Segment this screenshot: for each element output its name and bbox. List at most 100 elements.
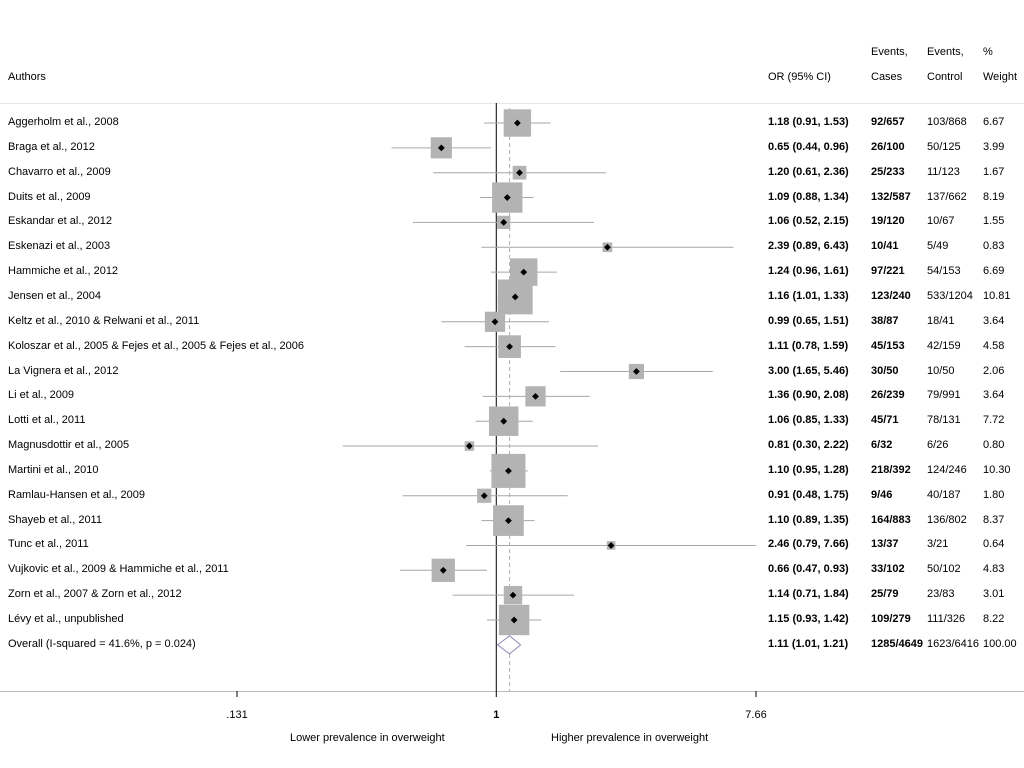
- study-author: Ramlau-Hansen et al., 2009: [8, 488, 145, 501]
- study-weight: 1.67: [983, 165, 1005, 178]
- study-events-cases: 25/233: [871, 165, 905, 178]
- study-weight: 10.30: [983, 463, 1011, 476]
- study-or-ci: 1.18 (0.91, 1.53): [768, 116, 849, 128]
- header-events-control-line2: Control: [927, 71, 963, 83]
- study-events-cases: 218/392: [871, 463, 911, 476]
- study-or-ci: 1.09 (0.88, 1.34): [768, 190, 849, 203]
- study-events-control: 111/326: [927, 613, 966, 625]
- study-events-control: 78/131: [927, 414, 961, 427]
- overall-weight: 100.00: [983, 637, 1017, 650]
- study-author: Duits et al., 2009: [8, 190, 91, 203]
- study-events-cases: 33/102: [871, 563, 905, 576]
- study-or-ci: 2.46 (0.79, 7.66): [768, 538, 849, 551]
- study-events-control: 137/662: [927, 190, 967, 203]
- point-estimate: [505, 467, 512, 475]
- study-weight: 4.83: [983, 563, 1005, 576]
- point-estimate: [510, 616, 518, 624]
- study-events-control: 103/868: [927, 116, 967, 128]
- study-author: Jensen et al., 2004: [8, 289, 101, 302]
- study-author: Lévy et al., unpublished: [8, 613, 124, 625]
- study-author: Magnusdottir et al., 2005: [8, 439, 130, 452]
- study-events-cases: 19/120: [871, 215, 905, 228]
- x-tick-label: 1: [493, 709, 500, 721]
- study-events-cases: 26/239: [871, 389, 905, 402]
- study-events-cases: 132/587: [871, 190, 911, 203]
- point-estimate: [465, 442, 473, 450]
- study-events-control: 54/153: [927, 265, 961, 278]
- study-events-cases: 9/46: [871, 488, 893, 501]
- study-weight: 7.72: [983, 414, 1005, 427]
- study-events-control: 11/123: [927, 165, 960, 178]
- point-estimate: [505, 517, 512, 524]
- study-events-control: 40/187: [927, 488, 961, 501]
- study-author: Koloszar et al., 2005 & Fejes et al., 20…: [8, 339, 304, 352]
- study-or-ci: 1.11 (0.78, 1.59): [768, 339, 849, 352]
- point-estimate: [503, 194, 511, 201]
- study-events-cases: 13/37: [871, 538, 899, 551]
- point-estimate: [500, 417, 508, 425]
- study-events-cases: 97/221: [871, 265, 905, 278]
- point-estimate: [437, 144, 445, 152]
- study-weight: 6.69: [983, 265, 1005, 278]
- study-or-ci: 1.24 (0.96, 1.61): [768, 265, 849, 278]
- study-events-control: 50/102: [927, 563, 961, 576]
- study-weight: 8.22: [983, 613, 1005, 625]
- study-weight: 2.06: [983, 364, 1005, 377]
- study-weight: 0.83: [983, 240, 1005, 253]
- study-weight: 3.99: [983, 140, 1005, 153]
- study-weight: 4.58: [983, 339, 1005, 352]
- point-estimate: [516, 169, 523, 177]
- study-author: Vujkovic et al., 2009 & Hammiche et al.,…: [8, 563, 229, 576]
- header-authors: Authors: [8, 71, 46, 83]
- study-or-ci: 1.20 (0.61, 2.36): [768, 165, 849, 178]
- point-estimate: [439, 566, 447, 574]
- study-author: Aggerholm et al., 2008: [8, 116, 119, 128]
- study-or-ci: 2.39 (0.89, 6.43): [768, 240, 849, 253]
- xlabel-right: Higher prevalence in overweight: [551, 732, 709, 744]
- point-estimate: [480, 492, 488, 500]
- study-events-control: 10/50: [927, 364, 955, 377]
- study-author: Hammiche et al., 2012: [8, 265, 119, 278]
- study-author: La Vignera et al., 2012: [8, 364, 119, 377]
- study-events-cases: 25/79: [871, 588, 899, 601]
- study-weight: 3.64: [983, 389, 1005, 402]
- study-weight: 10.81: [983, 289, 1011, 302]
- study-or-ci: 1.10 (0.95, 1.28): [768, 463, 849, 476]
- study-or-ci: 1.10 (0.89, 1.35): [768, 513, 849, 526]
- study-weight: 6.67: [983, 116, 1005, 128]
- study-or-ci: 1.15 (0.93, 1.42): [768, 613, 849, 625]
- study-or-ci: 1.14 (0.71, 1.84): [768, 588, 849, 601]
- study-events-control: 5/49: [927, 240, 949, 253]
- study-events-control: 3/21: [927, 538, 949, 551]
- point-estimate: [506, 343, 513, 351]
- study-events-cases: 10/41: [871, 240, 899, 253]
- study-or-ci: 0.99 (0.65, 1.51): [768, 314, 849, 327]
- study-weight: 0.64: [983, 538, 1005, 551]
- overall-events-cases: 1285/4649: [871, 637, 923, 650]
- study-events-cases: 123/240: [871, 289, 911, 302]
- header-events-cases-line2: Cases: [871, 71, 903, 83]
- study-or-ci: 1.06 (0.85, 1.33): [768, 414, 849, 427]
- study-weight: 0.80: [983, 439, 1005, 452]
- study-or-ci: 3.00 (1.65, 5.46): [768, 364, 849, 377]
- study-author: Martini et al., 2010: [8, 463, 99, 476]
- study-author: Lotti et al., 2011: [8, 414, 86, 427]
- point-estimate: [633, 368, 640, 375]
- point-estimate: [491, 318, 499, 326]
- study-author: Eskandar et al., 2012: [8, 215, 112, 228]
- study-events-control: 6/26: [927, 439, 949, 452]
- point-estimate: [511, 293, 519, 301]
- x-tick-label: 7.66: [745, 709, 767, 721]
- header-or-ci: OR (95% CI): [768, 71, 831, 83]
- study-events-control: 23/83: [927, 588, 955, 601]
- study-events-control: 50/125: [927, 140, 961, 153]
- point-estimate: [513, 119, 521, 127]
- x-tick-label: .131: [226, 709, 248, 721]
- study-events-control: 136/802: [927, 513, 967, 526]
- header-events-control-line1: Events,: [927, 46, 964, 58]
- study-author: Shayeb et al., 2011: [8, 513, 102, 526]
- study-events-cases: 26/100: [871, 140, 905, 153]
- study-author: Keltz et al., 2010 & Relwani et al., 201…: [8, 314, 200, 327]
- study-author: Chavarro et al., 2009: [8, 165, 111, 178]
